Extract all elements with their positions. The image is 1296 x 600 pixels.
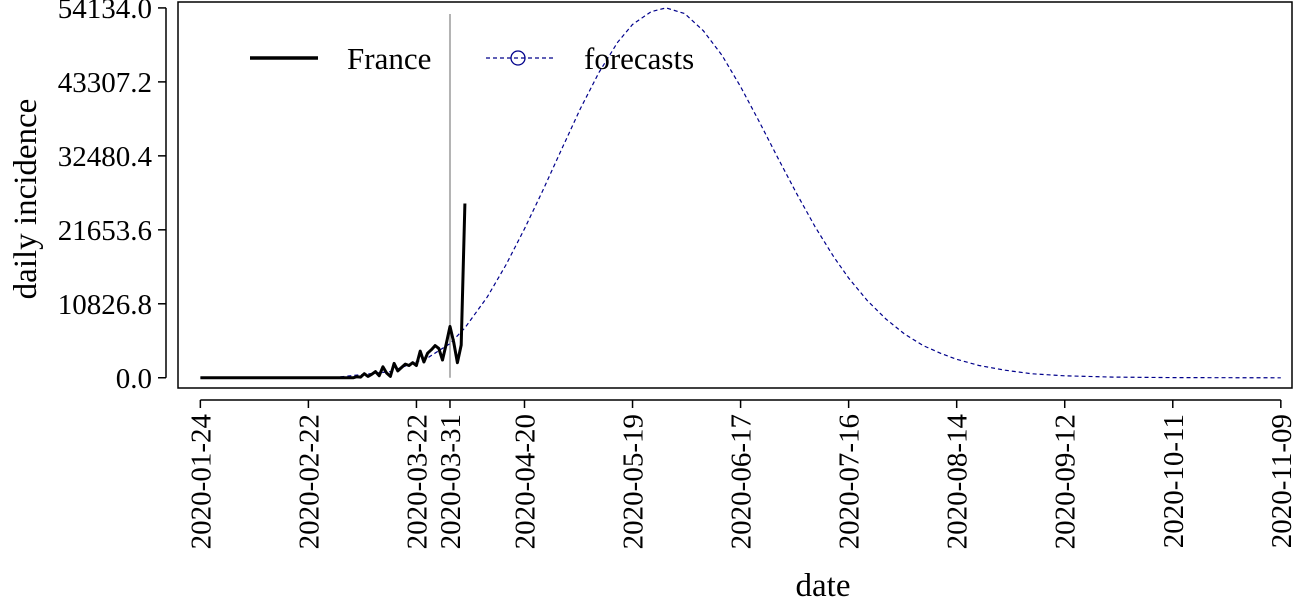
x-tick-label: 2020-11-09: [1266, 414, 1296, 548]
x-tick-label: 2020-07-16: [834, 414, 866, 549]
x-tick-label: 2020-05-19: [618, 414, 650, 549]
y-axis: 0.0 10826.8 21653.6 32480.4 43307.2 54134.0: [58, 0, 167, 395]
series-layer: [200, 7, 1281, 380]
x-tick-label: 2020-09-12: [1050, 414, 1082, 549]
x-tick-label: 2020-06-17: [726, 414, 758, 549]
legend: France forecasts: [250, 41, 694, 76]
x-tick-label: 2020-02-22: [293, 414, 325, 549]
plot-frame: [177, 1, 1293, 389]
x-axis: 2020-01-24 2020-02-22 2020-03-22 2020-03-31…: [185, 399, 1296, 550]
legend-marker-forecasts: [510, 50, 526, 66]
series-line-france: [200, 203, 467, 380]
y-tick-label: 0.0: [116, 363, 152, 395]
y-tick-label: 21653.6: [58, 215, 152, 247]
x-tick-label: 2020-01-24: [185, 414, 217, 550]
y-tick-label: 43307.2: [58, 67, 152, 99]
y-tick-label: 10826.8: [58, 289, 152, 321]
x-tick-label: 2020-04-20: [509, 414, 541, 549]
y-tick-label: 54134.0: [58, 0, 152, 25]
series-line-forecasts: [200, 7, 1281, 379]
legend-label-forecasts: forecasts: [584, 41, 694, 76]
x-tick-label: 2020-03-31: [435, 414, 467, 549]
legend-label-france: France: [347, 41, 431, 76]
x-tick-label: 2020-08-14: [942, 414, 974, 550]
x-tick-label: 2020-03-22: [401, 414, 433, 549]
x-axis-title: date: [796, 568, 851, 600]
x-tick-label: 2020-10-11: [1158, 414, 1190, 548]
y-axis-title: daily incidence: [8, 99, 44, 300]
y-tick-label: 32480.4: [58, 141, 153, 173]
